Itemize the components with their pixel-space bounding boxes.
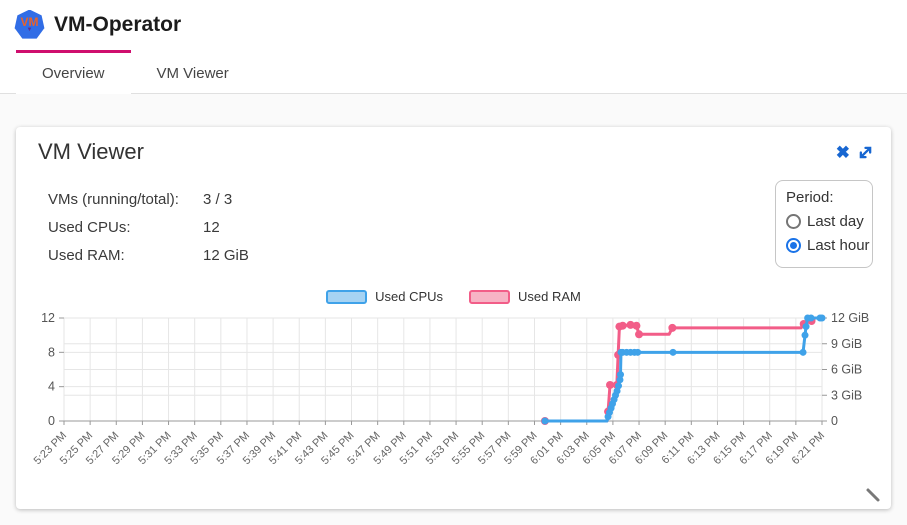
tab-overview[interactable]: Overview: [16, 50, 131, 94]
tab-bar: Overview VM Viewer: [0, 50, 907, 94]
app-header: VM ▼ VM-Operator: [0, 0, 907, 50]
svg-text:3 GiB: 3 GiB: [831, 388, 862, 402]
stat-value: 3 / 3: [203, 190, 233, 208]
close-icon[interactable]: ✖: [835, 142, 850, 162]
period-selector: Period: Last day Last hour: [775, 180, 873, 268]
svg-text:12 GiB: 12 GiB: [831, 311, 869, 325]
radio-last-day[interactable]: Last day: [786, 213, 872, 230]
stat-row-used-cpus: Used CPUs: 12: [48, 213, 249, 241]
legend-item-used-ram[interactable]: Used RAM: [469, 289, 581, 304]
radio-selected-icon[interactable]: [786, 238, 801, 253]
stat-value: 12 GiB: [203, 246, 249, 264]
svg-text:4: 4: [48, 380, 55, 394]
stat-row-used-ram: Used RAM: 12 GiB: [48, 241, 249, 269]
resize-handle-icon[interactable]: [865, 487, 881, 503]
legend-label: Used CPUs: [375, 289, 444, 304]
usage-chart: 5:23 PM5:25 PM5:27 PM5:29 PM5:31 PM5:33 …: [32, 311, 870, 467]
page-content: VM Viewer ✖ VMs (running/total): 3 / 3 Use…: [0, 94, 907, 525]
svg-text:8: 8: [48, 345, 55, 359]
chart-legend: Used CPUs Used RAM: [16, 289, 891, 304]
svg-text:0: 0: [831, 414, 838, 428]
svg-text:9 GiB: 9 GiB: [831, 337, 862, 351]
svg-text:12: 12: [41, 311, 55, 325]
period-label: Period:: [786, 189, 834, 206]
vm-stats: VMs (running/total): 3 / 3 Used CPUs: 12 Use…: [48, 185, 249, 269]
radio-unselected-icon[interactable]: [786, 214, 801, 229]
radio-last-hour[interactable]: Last hour: [786, 237, 872, 254]
legend-swatch-icon: [326, 289, 368, 304]
legend-swatch-icon: [469, 289, 511, 304]
period-options: Last day Last hour: [786, 213, 872, 254]
radio-label: Last hour: [807, 237, 870, 254]
legend-label: Used RAM: [518, 289, 581, 304]
vm-viewer-card: VM Viewer ✖ VMs (running/total): 3 / 3 Use…: [16, 127, 891, 509]
svg-text:0: 0: [48, 414, 55, 428]
stat-row-vms-running-total: VMs (running/total): 3 / 3: [48, 185, 249, 213]
logo-caret-icon: ▼: [26, 27, 33, 33]
card-title: VM Viewer: [38, 139, 144, 164]
tab-vm-viewer[interactable]: VM Viewer: [156, 64, 229, 82]
stat-value: 12: [203, 218, 220, 236]
stat-label: Used RAM:: [48, 246, 125, 264]
stat-label: Used CPUs:: [48, 218, 131, 236]
expand-icon[interactable]: [856, 143, 875, 162]
radio-label: Last day: [807, 213, 864, 230]
app-logo-icon: VM ▼: [14, 9, 45, 39]
app-title: VM-Operator: [54, 13, 182, 36]
logo-text: VM: [20, 15, 39, 29]
stat-label: VMs (running/total):: [48, 190, 179, 208]
svg-text:6 GiB: 6 GiB: [831, 363, 862, 377]
legend-item-used-cpus[interactable]: Used CPUs: [326, 289, 443, 304]
